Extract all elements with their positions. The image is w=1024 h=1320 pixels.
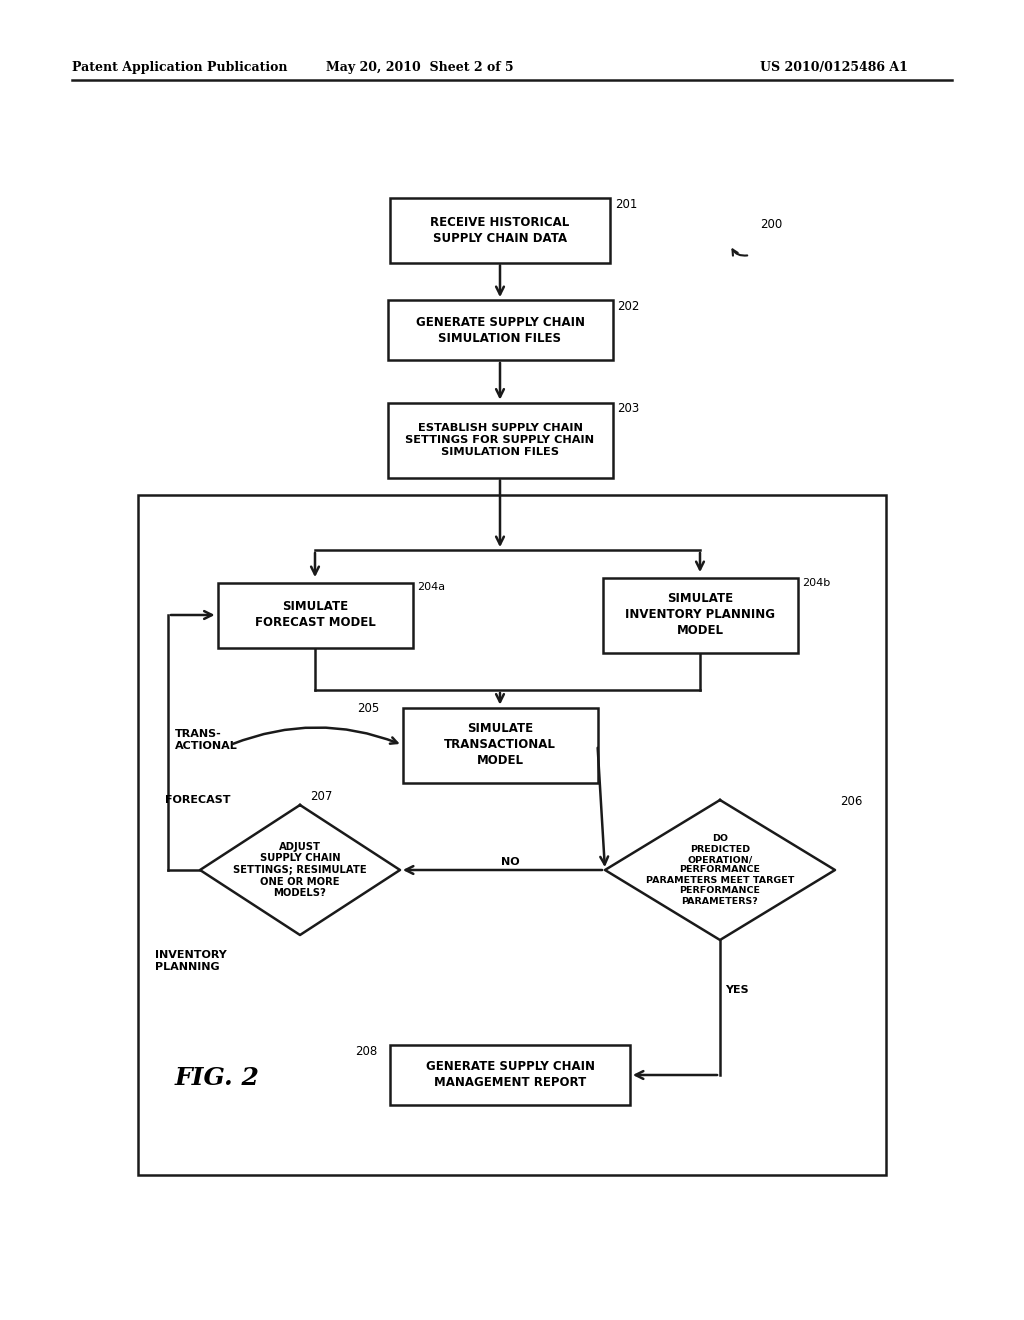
Text: US 2010/0125486 A1: US 2010/0125486 A1 [760,62,908,74]
Text: FORECAST: FORECAST [165,795,230,805]
Text: 205: 205 [357,702,380,715]
Text: SIMULATE
FORECAST MODEL: SIMULATE FORECAST MODEL [255,601,376,630]
Text: 208: 208 [355,1045,377,1059]
Text: ESTABLISH SUPPLY CHAIN
SETTINGS FOR SUPPLY CHAIN
SIMULATION FILES: ESTABLISH SUPPLY CHAIN SETTINGS FOR SUPP… [406,422,595,458]
Bar [402,708,597,783]
Text: 204b: 204b [803,578,830,587]
FancyArrowPatch shape [732,249,748,256]
Polygon shape [605,800,835,940]
Text: 206: 206 [840,795,862,808]
Bar [390,1045,630,1105]
Text: May 20, 2010  Sheet 2 of 5: May 20, 2010 Sheet 2 of 5 [327,62,514,74]
Text: 204a: 204a [418,582,445,593]
Text: YES: YES [725,985,749,995]
Text: Patent Application Publication: Patent Application Publication [72,62,288,74]
Text: ADJUST
SUPPLY CHAIN
SETTINGS; RESIMULATE
ONE OR MORE
MODELS?: ADJUST SUPPLY CHAIN SETTINGS; RESIMULATE… [233,842,367,898]
Text: DO
PREDICTED
OPERATION/
PERFORMANCE
PARAMETERS MEET TARGET
PERFORMANCE
PARAMETER: DO PREDICTED OPERATION/ PERFORMANCE PARA… [646,834,795,906]
Text: 200: 200 [760,218,782,231]
Text: GENERATE SUPPLY CHAIN
MANAGEMENT REPORT: GENERATE SUPPLY CHAIN MANAGEMENT REPORT [426,1060,595,1089]
Text: 207: 207 [310,789,333,803]
Bar [387,300,612,360]
Bar [602,578,798,652]
Text: SIMULATE
INVENTORY PLANNING
MODEL: SIMULATE INVENTORY PLANNING MODEL [625,593,775,638]
Text: RECEIVE HISTORICAL
SUPPLY CHAIN DATA: RECEIVE HISTORICAL SUPPLY CHAIN DATA [430,215,569,244]
Polygon shape [200,805,400,935]
Text: 201: 201 [615,198,637,210]
Text: TRANS-
ACTIONAL: TRANS- ACTIONAL [175,729,238,751]
Text: GENERATE SUPPLY CHAIN
SIMULATION FILES: GENERATE SUPPLY CHAIN SIMULATION FILES [416,315,585,345]
Bar [387,403,612,478]
Text: 202: 202 [617,300,640,313]
Text: FIG. 2: FIG. 2 [175,1067,260,1090]
Bar [217,582,413,648]
Bar [390,198,610,263]
Bar [138,495,886,1175]
Text: NO: NO [501,857,519,867]
Text: 203: 203 [617,403,640,416]
Text: SIMULATE
TRANSACTIONAL
MODEL: SIMULATE TRANSACTIONAL MODEL [444,722,556,767]
Text: INVENTORY
PLANNING: INVENTORY PLANNING [155,950,226,972]
